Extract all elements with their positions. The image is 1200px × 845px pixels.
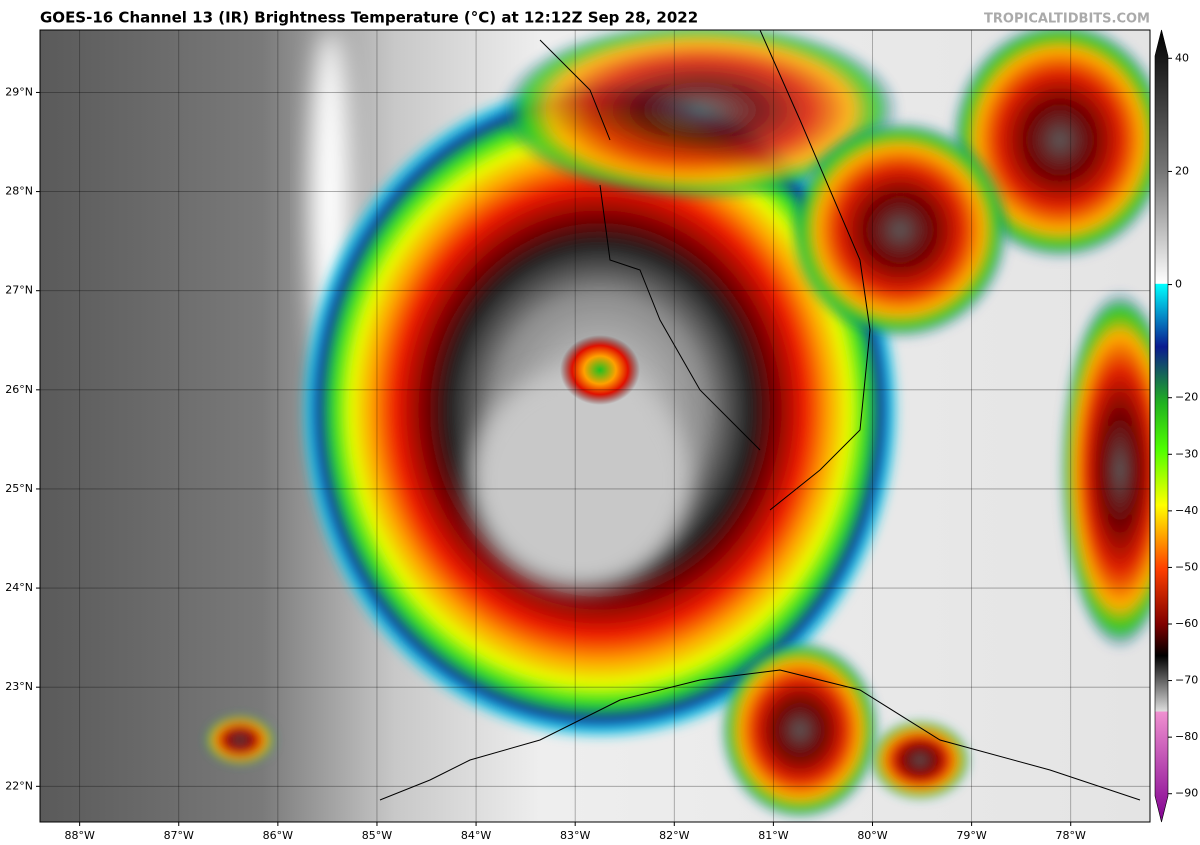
lon-label: 79°W [956, 829, 986, 842]
lon-label: 81°W [758, 829, 788, 842]
lat-label: 23°N [5, 680, 33, 693]
watermark: TROPICALTIDBITS.COM [984, 12, 1150, 27]
lon-label: 87°W [164, 829, 194, 842]
colorbar-label: −90 [1175, 787, 1198, 800]
colorbar-label: −60 [1175, 617, 1198, 630]
graticule [40, 30, 1150, 822]
lon-label: 83°W [560, 829, 590, 842]
lon-label: 82°W [659, 829, 689, 842]
colorbar-label: −40 [1175, 504, 1198, 517]
lat-label: 22°N [5, 779, 33, 792]
colorbar-label: −50 [1175, 560, 1198, 573]
colorbar-label: −80 [1175, 730, 1198, 743]
lat-label: 24°N [5, 581, 33, 594]
lon-label: 86°W [263, 829, 293, 842]
lat-label: 27°N [5, 284, 33, 297]
colorbar-label: −30 [1175, 447, 1198, 460]
colorbar-label: −70 [1175, 674, 1198, 687]
lon-label: 80°W [857, 829, 887, 842]
lat-label: 26°N [5, 383, 33, 396]
colorbar-label: −20 [1175, 391, 1198, 404]
colorbar-label: 40 [1175, 51, 1189, 64]
lon-label: 78°W [1056, 829, 1086, 842]
lat-label: 25°N [5, 482, 33, 495]
lon-label: 84°W [461, 829, 491, 842]
lat-label: 29°N [5, 85, 33, 98]
lon-label: 88°W [64, 829, 94, 842]
lat-label: 28°N [5, 185, 33, 198]
colorbar-label: 20 [1175, 164, 1189, 177]
colorbar-label: 0 [1175, 278, 1182, 291]
lon-label: 85°W [362, 829, 392, 842]
map-frame [39, 29, 1151, 823]
title: GOES-16 Channel 13 (IR) Brightness Tempe… [40, 9, 698, 27]
colorbar [1154, 29, 1169, 823]
satellite-image [40, 30, 1150, 822]
